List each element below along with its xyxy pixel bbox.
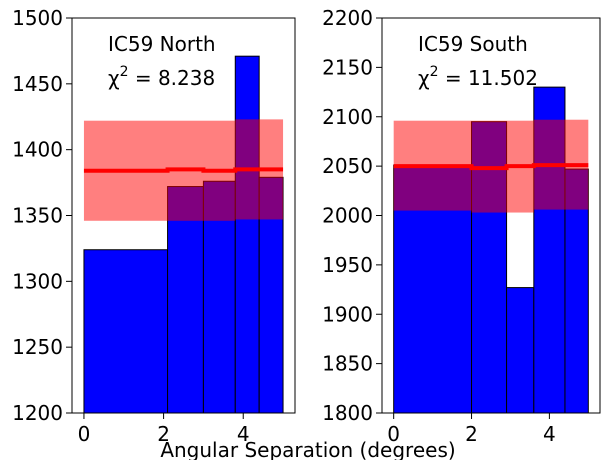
chi-value: = 8.238 <box>128 66 215 90</box>
annotation-chi2: χ2 = 11.502 <box>418 64 538 90</box>
annotation-chi2: χ2 = 8.238 <box>108 64 215 90</box>
y-tick-label: 1850 <box>322 352 373 376</box>
bar <box>506 287 535 414</box>
y-tick-label: 1300 <box>12 269 63 293</box>
fit-line <box>83 167 284 173</box>
y-tick-label: 1450 <box>12 72 63 96</box>
y-tick-label: 2050 <box>322 154 373 178</box>
bar <box>234 55 260 414</box>
x-tick-label: 0 <box>387 422 400 446</box>
y-tick-label: 1400 <box>12 138 63 162</box>
chi-superscript: 2 <box>430 64 439 80</box>
y-tick-label: 2000 <box>322 204 373 228</box>
y-tick-label: 1900 <box>322 302 373 326</box>
y-tick-label: 2200 <box>322 6 373 30</box>
bar <box>167 186 204 414</box>
fit-line <box>393 163 589 171</box>
y-tick-label: 1200 <box>12 401 63 425</box>
chi-value: = 11.502 <box>438 66 537 90</box>
chi-symbol: χ <box>418 66 430 90</box>
annotation-title: IC59 North <box>108 32 216 56</box>
y-tick-label: 1800 <box>322 401 373 425</box>
x-tick-label: 2 <box>465 422 478 446</box>
y-tick-label: 1950 <box>322 253 373 277</box>
y-tick-label: 1250 <box>12 335 63 359</box>
y-tick-label: 2100 <box>322 105 373 129</box>
chi-superscript: 2 <box>120 64 129 80</box>
bar <box>83 249 169 414</box>
y-tick-label: 2150 <box>322 55 373 79</box>
annotation-title: IC59 South <box>418 32 528 56</box>
x-tick-label: 4 <box>237 422 250 446</box>
y-tick-label: 1500 <box>12 6 63 30</box>
x-tick-label: 4 <box>543 422 556 446</box>
chart-north: 1200 1250 1300 1350 1400 1450 1500 0 2 4 IC59 Nort… <box>12 6 296 446</box>
chart-south: 1800 1850 1900 1950 2000 2050 2100 2150 2200 0 2 4 I… <box>322 6 601 446</box>
x-tick-label: 0 <box>78 422 91 446</box>
chi-symbol: χ <box>108 66 120 90</box>
x-tick-label: 2 <box>157 422 170 446</box>
x-axis-label: Angular Separation (degrees) <box>160 438 455 460</box>
y-tick-label: 1350 <box>12 204 63 228</box>
